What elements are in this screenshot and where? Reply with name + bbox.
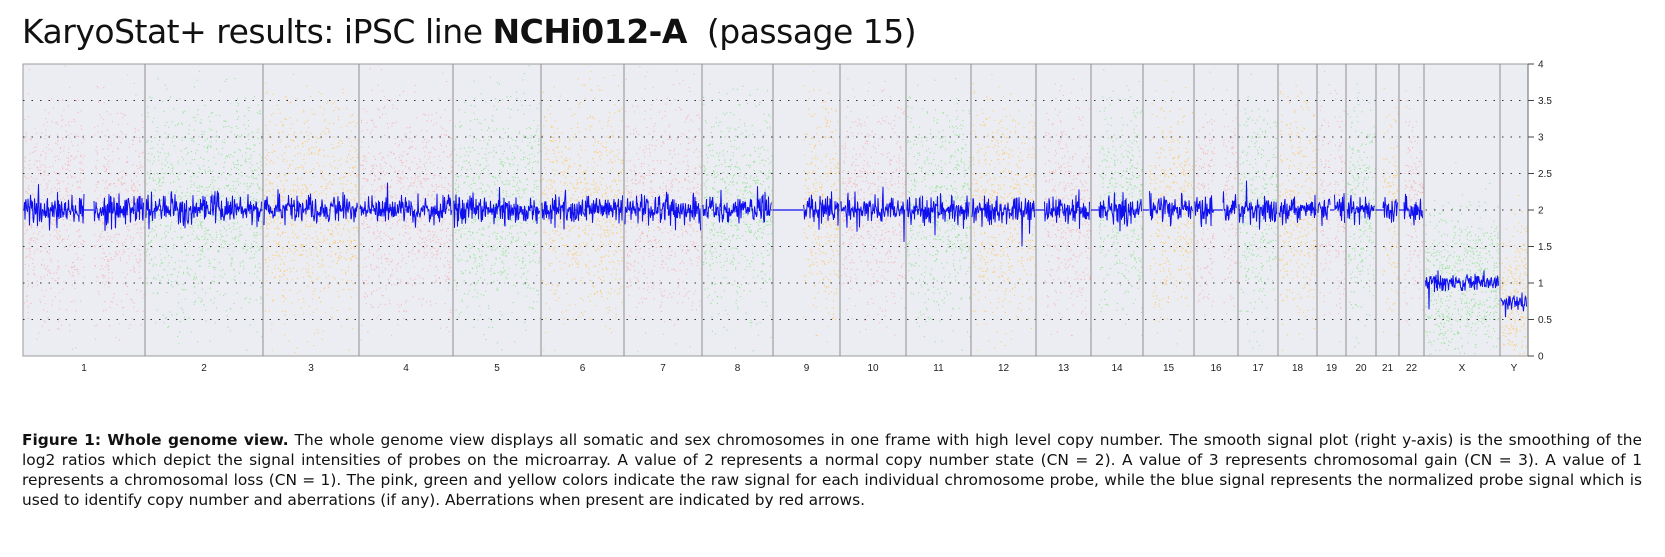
title-line-name: NCHi012-A (492, 12, 688, 51)
smooth-signal-chr-6 (541, 189, 623, 230)
title-suffix: (passage 15) (706, 12, 917, 51)
title-prefix: KaryoStat+ results: iPSC line (22, 12, 493, 51)
raw-signal-chr-15 (1149, 79, 1194, 345)
chromosome-label-12: 12 (998, 363, 1010, 374)
y-tick-label: 3.5 (1538, 96, 1552, 107)
y-tick-label: 2 (1538, 206, 1544, 217)
smooth-signal-chr-16 (1194, 191, 1237, 228)
chromosome-label-9: 9 (804, 363, 810, 374)
y-tick-label: 1 (1538, 279, 1544, 290)
genome-view-chart: 0 0.5 1 1.5 2 2.5 3 3.5 4 1 2 3 4 5 6 7 8 9 10 11 12 13 14 15 16… (22, 60, 1552, 374)
page-title: KaryoStat+ results: iPSC line NCHi012-A … (22, 12, 917, 51)
chromosome-label-20: 20 (1355, 363, 1367, 374)
chromosome-label-1: 1 (81, 363, 87, 374)
smooth-signal-chr-2 (145, 190, 262, 230)
figure-caption: Figure 1: Whole genome view. The whole g… (22, 430, 1642, 510)
chromosome-label-2: 2 (201, 363, 207, 374)
smooth-signal-chr-21 (1382, 197, 1398, 223)
chromosome-label-18: 18 (1292, 363, 1304, 374)
raw-signal-chr-7 (625, 66, 702, 352)
chromosome-label-14: 14 (1111, 363, 1123, 374)
y-tick-label: 2.5 (1538, 169, 1552, 180)
caption-label: Figure 1: Whole genome view. (22, 431, 289, 449)
chromosome-label-11: 11 (933, 363, 944, 374)
raw-signal-chr-9 (803, 71, 841, 343)
smooth-signal-chr-9 (803, 191, 839, 230)
chromosome-label-3: 3 (308, 363, 314, 374)
chromosome-label-5: 5 (494, 363, 500, 374)
chromosome-label-19: 19 (1326, 363, 1338, 374)
chromosome-label-21: 21 (1382, 363, 1394, 374)
smooth-signal-chr-7 (624, 191, 701, 231)
smooth-signal-chr-14 (1098, 192, 1142, 232)
smooth-signal-layer (23, 180, 1527, 318)
chromosome-label-10: 10 (867, 363, 879, 374)
smooth-signal-chr-3 (263, 189, 358, 226)
smooth-signal-chr-19 (1317, 193, 1345, 227)
smooth-signal-chr-8 (702, 186, 772, 224)
smooth-signal-chr-11 (906, 193, 970, 236)
raw-signal-chr-22 (1404, 87, 1424, 326)
y-tick-label: 3 (1538, 133, 1544, 144)
y-tick-label: 0.5 (1538, 315, 1552, 326)
raw-signal-chr-14 (1098, 69, 1144, 339)
y-tick-label: 4 (1538, 60, 1544, 71)
chromosome-label-17: 17 (1252, 363, 1264, 374)
chromosome-label-13: 13 (1058, 363, 1070, 374)
chromosome-label-16: 16 (1210, 363, 1222, 374)
chromosome-label-6: 6 (580, 363, 586, 374)
smooth-signal-chr-5 (453, 186, 540, 228)
smooth-signal-chr-18 (1278, 194, 1316, 226)
caption-text: The whole genome view displays all somat… (22, 431, 1642, 509)
smooth-signal-chr-X (1424, 270, 1499, 310)
chromosome-label-4: 4 (403, 363, 409, 374)
smooth-signal-chr-13 (1044, 189, 1090, 229)
smooth-signal-chr-17 (1238, 180, 1277, 230)
chromosome-label-8: 8 (735, 363, 741, 374)
raw-signal-chr-8 (703, 83, 773, 352)
y-tick-label: 0 (1538, 352, 1544, 363)
raw-signal-chr-6 (542, 71, 625, 351)
smooth-signal-chr-Y (1500, 292, 1527, 318)
smooth-signal-chr-20 (1346, 194, 1375, 226)
y-tick-label: 1.5 (1538, 242, 1552, 253)
smooth-signal-chr-15 (1149, 191, 1193, 227)
smooth-signal-chr-4 (359, 182, 452, 228)
smooth-signal-chr-12 (971, 195, 1035, 247)
raw-signal-chr-X (1425, 162, 1501, 356)
chromosome-label-15: 15 (1163, 363, 1175, 374)
chromosome-label-22: 22 (1406, 363, 1418, 374)
smooth-signal-chr-1 (23, 184, 144, 231)
raw-signal-chr-10 (841, 78, 906, 336)
chromosome-label-7: 7 (660, 363, 666, 374)
raw-signal-chr-Y (1501, 194, 1528, 356)
smooth-signal-chr-22 (1403, 193, 1423, 226)
chromosome-label-X: X (1459, 363, 1466, 374)
raw-signal-chr-11 (907, 78, 972, 351)
chromosome-label-Y: Y (1511, 363, 1518, 374)
smooth-signal-chr-10 (840, 186, 905, 243)
genome-view-svg: 00.511.522.533.541 2 3 4 5 6 7 8 9 10 11 12 13 14 15 16… (22, 60, 1552, 374)
